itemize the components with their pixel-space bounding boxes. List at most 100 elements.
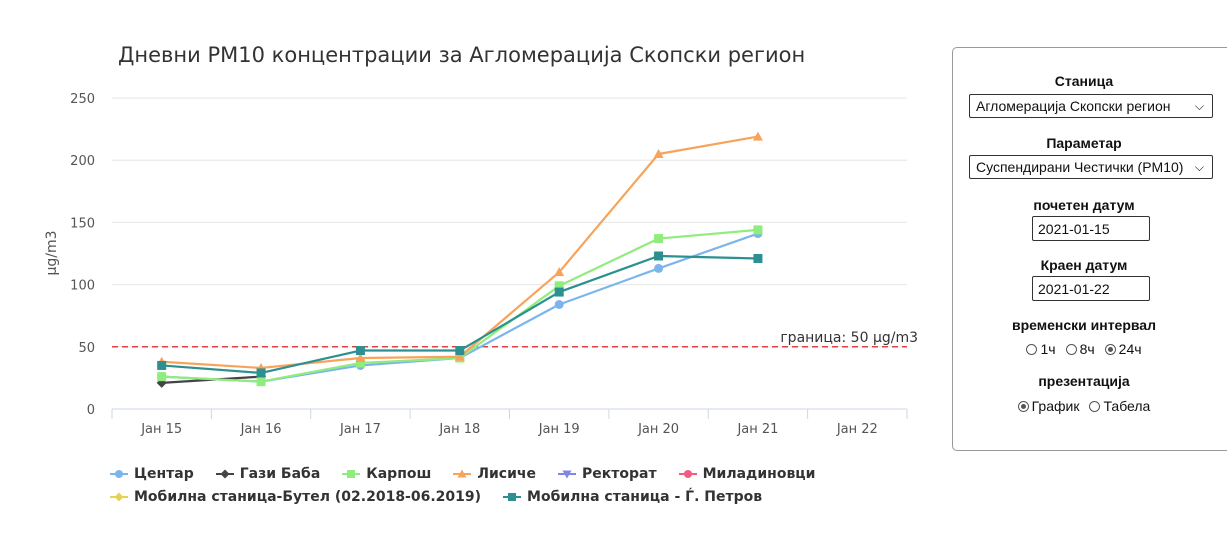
x-tick-label: Јан 19 (538, 422, 580, 437)
series-3 (156, 131, 763, 372)
interval-radio[interactable]: 1ч (1026, 341, 1056, 357)
legend-item[interactable]: Ректорат (558, 462, 657, 485)
y-tick-label: 50 (78, 341, 95, 356)
y-tick-label: 200 (70, 154, 95, 169)
legend-symbol (503, 492, 522, 501)
start-date-input[interactable]: 2021-01-15 (1032, 216, 1150, 241)
legend-label: Гази Баба (239, 465, 321, 482)
interval-label: временски интервал (1011, 317, 1156, 333)
data-point[interactable] (355, 358, 365, 368)
parameter-select[interactable]: Суспендирани Честички (PM10) ⌵ (969, 155, 1213, 179)
x-tick-label: Јан 21 (736, 422, 778, 437)
legend-symbol (342, 469, 361, 478)
legend-label: Карпош (366, 465, 432, 482)
presentation-radio-label: График (1031, 398, 1080, 414)
x-tick-label: Јан 18 (438, 422, 480, 437)
end-date-label: Краен датум (1040, 257, 1128, 273)
end-date-input[interactable]: 2021-01-22 (1032, 276, 1150, 301)
y-tick-label: 150 (70, 216, 95, 231)
data-point[interactable] (355, 352, 366, 362)
radio-dot-icon (1089, 400, 1101, 412)
legend-symbol (558, 470, 577, 478)
presentation-radio-group: График Табела (953, 398, 1215, 414)
station-label: Станица (1054, 73, 1114, 89)
data-point[interactable] (157, 360, 167, 370)
interval-radio[interactable]: 8ч (1065, 341, 1095, 357)
parameter-select-value: Суспендирани Честички (PM10) (976, 159, 1184, 175)
interval-radio-label: 8ч (1079, 341, 1095, 357)
data-point[interactable] (753, 225, 763, 235)
data-point[interactable] (752, 131, 763, 141)
interval-radio[interactable]: 24ч (1104, 341, 1142, 357)
data-point[interactable] (355, 346, 365, 356)
legend-item[interactable]: Карпош (342, 462, 431, 485)
legend-symbol (678, 469, 697, 478)
station-select[interactable]: Агломерација Скопски регион ⌵ (969, 94, 1213, 118)
chart: Дневни PM10 концентрации за Агломерација… (44, 43, 918, 437)
data-point[interactable] (554, 281, 564, 291)
data-point[interactable] (654, 263, 664, 273)
data-point[interactable] (454, 351, 465, 361)
data-point[interactable] (554, 267, 565, 277)
y-tick-label: 0 (87, 403, 95, 418)
legend-label: Ректорат (582, 465, 657, 482)
presentation-radio-label: Табела (1103, 398, 1151, 414)
legend-symbol (453, 469, 472, 477)
radio-dot-icon (1026, 343, 1038, 355)
legend: Центар Гази Баба Карпош Лисиче Ректорат Милад… (110, 462, 950, 508)
presentation-radio[interactable]: Табела (1089, 398, 1150, 414)
y-tick-label: 250 (70, 92, 95, 107)
legend-label: Мобилна станица - Ѓ. Петров (527, 488, 763, 505)
interval-radio-label: 1ч (1040, 341, 1056, 357)
radio-dot-icon (1017, 400, 1029, 412)
legend-item[interactable]: Гази Баба (215, 462, 321, 485)
legend-item[interactable]: Лисиче (453, 462, 536, 485)
station-select-value: Агломерација Скопски регион (976, 98, 1171, 114)
series-0 (157, 229, 763, 387)
legend-item[interactable]: Мобилна станица-Бутел (02.2018-06.2019) (110, 485, 481, 508)
radio-dot-icon (1104, 343, 1116, 355)
legend-symbol (110, 492, 128, 501)
presentation-radio[interactable]: График (1017, 398, 1080, 414)
data-point[interactable] (554, 287, 564, 297)
series-line (161, 135, 759, 370)
legend-label: Миладиновци (702, 465, 816, 482)
data-point[interactable] (256, 368, 266, 378)
legend-symbol (215, 469, 234, 478)
legend-item[interactable]: Центар (110, 462, 194, 485)
x-tick-label: Јан 16 (240, 422, 282, 437)
presentation-label: презентација (1038, 373, 1130, 389)
legend-item[interactable]: Миладиновци (678, 462, 816, 485)
interval-radio-label: 24ч (1118, 341, 1142, 357)
data-point[interactable] (654, 251, 664, 261)
series-2 (157, 225, 763, 387)
limit-line-label: граница: 50 μg/m3 (780, 330, 918, 346)
y-axis-label: μg/m3 (44, 230, 60, 275)
data-point[interactable] (654, 234, 664, 244)
legend-label: Мобилна станица-Бутел (02.2018-06.2019) (134, 488, 482, 505)
y-tick-label: 100 (70, 279, 95, 294)
interval-radio-group: 1ч 8ч 24ч (953, 341, 1215, 357)
legend-label: Лисиче (477, 465, 537, 482)
data-point[interactable] (554, 300, 564, 310)
chevron-down-icon: ⌵ (1194, 99, 1204, 113)
radio-dot-icon (1065, 343, 1077, 355)
data-point[interactable] (455, 346, 465, 356)
chevron-down-icon: ⌵ (1194, 160, 1204, 174)
x-tick-label: Јан 22 (836, 422, 878, 437)
legend-symbol (110, 469, 128, 478)
legend-label: Центар (134, 465, 194, 482)
data-point[interactable] (753, 253, 763, 263)
series-7 (157, 251, 763, 378)
legend-item[interactable]: Мобилна станица - Ѓ. Петров (503, 485, 762, 508)
start-date-label: почетен датум (1033, 197, 1135, 213)
x-tick-label: Јан 15 (140, 422, 182, 437)
chart-title: Дневни PM10 концентрации за Агломерација… (118, 43, 805, 67)
control-panel: Станица Агломерација Скопски регион ⌵ Па… (952, 47, 1227, 451)
x-tick-label: Јан 17 (339, 422, 381, 437)
data-point[interactable] (157, 372, 167, 382)
data-point[interactable] (653, 148, 664, 158)
parameter-label: Параметар (1046, 135, 1122, 151)
x-tick-label: Јан 20 (637, 422, 679, 437)
data-point[interactable] (256, 377, 266, 387)
